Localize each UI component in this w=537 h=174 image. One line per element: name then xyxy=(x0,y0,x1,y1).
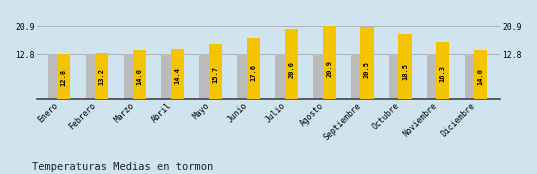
Bar xyxy=(285,29,298,99)
Bar xyxy=(436,42,449,99)
Text: 16.3: 16.3 xyxy=(440,65,446,82)
Text: 14.0: 14.0 xyxy=(136,68,143,85)
Bar xyxy=(162,54,178,99)
Bar xyxy=(48,54,65,99)
Bar xyxy=(427,54,444,99)
Bar xyxy=(474,50,488,99)
Text: 15.7: 15.7 xyxy=(213,66,219,83)
Bar xyxy=(85,54,103,99)
Bar xyxy=(398,34,411,99)
Bar xyxy=(351,54,368,99)
Bar xyxy=(95,53,108,99)
Text: 14.4: 14.4 xyxy=(175,67,180,84)
Bar xyxy=(124,54,141,99)
Bar xyxy=(313,54,330,99)
Bar xyxy=(199,54,216,99)
Bar xyxy=(465,54,482,99)
Bar xyxy=(275,54,292,99)
Text: 17.6: 17.6 xyxy=(250,64,256,81)
Bar xyxy=(246,38,260,99)
Text: 14.0: 14.0 xyxy=(478,68,484,85)
Bar xyxy=(209,44,222,99)
Bar xyxy=(389,54,406,99)
Text: 20.5: 20.5 xyxy=(364,61,370,78)
Bar xyxy=(57,54,70,99)
Text: Temperaturas Medias en tormon: Temperaturas Medias en tormon xyxy=(32,162,214,172)
Text: 20.9: 20.9 xyxy=(326,60,332,77)
Bar xyxy=(323,26,336,99)
Text: 20.0: 20.0 xyxy=(288,61,294,78)
Bar xyxy=(171,49,184,99)
Bar xyxy=(237,54,255,99)
Bar xyxy=(360,27,374,99)
Bar xyxy=(133,50,146,99)
Text: 13.2: 13.2 xyxy=(99,69,105,85)
Text: 12.8: 12.8 xyxy=(61,69,67,86)
Text: 18.5: 18.5 xyxy=(402,63,408,80)
